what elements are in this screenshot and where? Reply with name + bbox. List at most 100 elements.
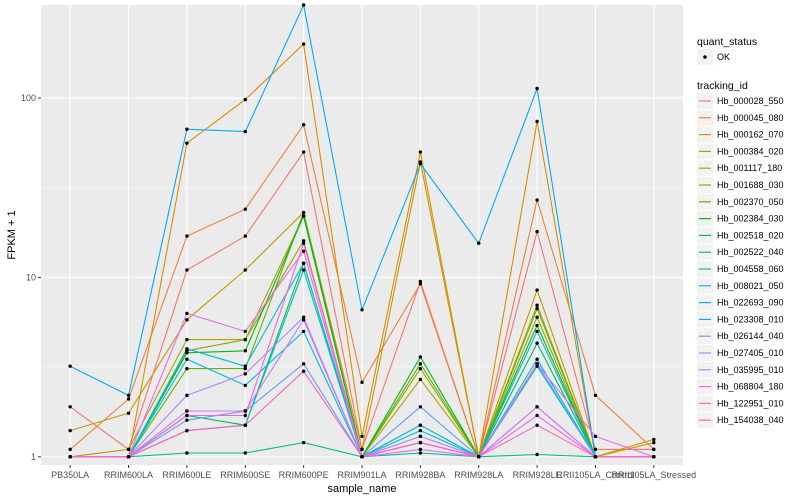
line-legend-label-2: Hb_000162_070 bbox=[717, 130, 784, 140]
data-point-Hb_000384_020-5 bbox=[360, 447, 364, 452]
data-point-Hb_068804_180-9 bbox=[593, 434, 598, 439]
data-point-Hb_154038_040-7 bbox=[477, 455, 481, 459]
data-point-Hb_022693_090-6 bbox=[418, 423, 423, 427]
data-point-Hb_000045_080-8 bbox=[535, 198, 539, 202]
line-legend-label-9: Hb_002522_040 bbox=[717, 247, 784, 257]
data-point-Hb_000162_070-5 bbox=[360, 434, 364, 439]
data-points bbox=[68, 3, 656, 459]
data-point-Hb_000028_550-2 bbox=[185, 268, 189, 272]
data-point-Hb_026144_040-6 bbox=[418, 405, 423, 409]
data-point-Hb_001688_030-3 bbox=[243, 337, 247, 342]
y-axis-title: FPKM + 1 bbox=[6, 210, 18, 259]
data-point-Hb_000384_020-1 bbox=[126, 411, 131, 415]
line-legend-label-4: Hb_001117_180 bbox=[717, 163, 782, 173]
line-legend-label-14: Hb_026144_040 bbox=[717, 331, 784, 341]
x-tick-label-7: RRIM928LA bbox=[454, 470, 503, 480]
line-legend-label-11: Hb_008021_050 bbox=[717, 281, 784, 291]
data-point-Hb_000028_550-6 bbox=[418, 279, 423, 284]
line-legend-label-17: Hb_068804_180 bbox=[717, 382, 784, 392]
data-point-Hb_154038_040-10 bbox=[652, 455, 656, 459]
data-point-Hb_002522_040-8 bbox=[535, 452, 539, 457]
data-point-Hb_001688_030-6 bbox=[418, 366, 423, 371]
data-point-Hb_154038_040-2 bbox=[185, 428, 189, 433]
data-point-Hb_002384_030-3 bbox=[243, 349, 247, 353]
legend-title-quant-status: quant_status bbox=[697, 36, 757, 48]
data-point-Hb_026144_040-4 bbox=[301, 362, 306, 366]
data-point-Hb_023308_010-5 bbox=[360, 308, 364, 312]
data-point-Hb_000162_070-8 bbox=[535, 119, 539, 124]
data-point-Hb_000162_070-2 bbox=[185, 141, 189, 145]
data-point-Hb_068804_180-6 bbox=[418, 447, 423, 452]
point-legend-label-0: OK bbox=[717, 52, 730, 62]
data-point-Hb_122951_010-4 bbox=[301, 241, 306, 245]
data-point-Hb_000384_020-2 bbox=[185, 318, 189, 322]
data-point-Hb_022693_090-3 bbox=[243, 383, 247, 388]
line-legend-label-6: Hb_002370_050 bbox=[717, 197, 784, 207]
data-point-Hb_002518_020-8 bbox=[535, 341, 539, 345]
legend: quant_status OK tracking_id Hb_000028_55… bbox=[697, 36, 784, 429]
x-tick-label-10: RRII105LA_Stressed bbox=[612, 470, 697, 480]
data-point-Hb_000162_070-4 bbox=[301, 42, 306, 46]
data-point-Hb_002370_050-4 bbox=[301, 210, 306, 215]
data-point-Hb_154038_040-3 bbox=[243, 423, 247, 427]
data-point-Hb_000028_550-4 bbox=[301, 150, 306, 154]
data-point-Hb_154038_040-0 bbox=[68, 455, 72, 459]
data-point-Hb_000028_550-3 bbox=[243, 234, 247, 238]
data-point-Hb_002370_050-2 bbox=[185, 366, 189, 371]
data-point-Hb_000162_070-6 bbox=[418, 150, 423, 154]
line-legend-label-18: Hb_122951_010 bbox=[717, 398, 784, 408]
data-point-Hb_068804_180-2 bbox=[185, 311, 189, 316]
data-point-Hb_000045_080-3 bbox=[243, 207, 247, 211]
data-point-Hb_023308_010-2 bbox=[185, 127, 189, 131]
x-tick-label-5: RRIM901LA bbox=[337, 470, 386, 480]
x-tick-label-3: RRIM600SE bbox=[220, 470, 270, 480]
data-point-Hb_027405_010-2 bbox=[185, 393, 189, 398]
line-legend-label-16: Hb_035995_010 bbox=[717, 365, 784, 375]
data-point-Hb_002522_040-3 bbox=[243, 451, 247, 455]
line-legend-label-7: Hb_002384_030 bbox=[717, 214, 784, 224]
data-point-Hb_022693_090-8 bbox=[535, 357, 539, 361]
y-tick-label-0: 1 bbox=[31, 452, 36, 462]
x-tick-label-0: PB350LA bbox=[51, 470, 89, 480]
point-legend-marker-0 bbox=[703, 55, 707, 59]
line-legend-label-8: Hb_002518_020 bbox=[717, 230, 784, 240]
data-point-Hb_068804_180-3 bbox=[243, 329, 247, 334]
data-point-Hb_023308_010-4 bbox=[301, 3, 306, 7]
data-point-Hb_023308_010-7 bbox=[477, 241, 481, 245]
data-point-Hb_027405_010-4 bbox=[301, 315, 306, 319]
x-tick-label-8: RRIM928LE bbox=[513, 470, 562, 480]
data-point-Hb_004558_060-8 bbox=[535, 364, 539, 368]
data-point-Hb_154038_040-4 bbox=[301, 369, 306, 373]
data-point-Hb_154038_040-6 bbox=[418, 440, 423, 445]
data-point-Hb_035995_010-3 bbox=[243, 409, 247, 413]
data-point-Hb_004558_060-4 bbox=[301, 268, 306, 272]
data-point-Hb_002370_050-8 bbox=[535, 306, 539, 311]
data-point-Hb_022693_090-2 bbox=[185, 357, 189, 361]
x-tick-label-4: RRIM600PE bbox=[279, 470, 329, 480]
x-tick-labels: PB350LA RRIM600LA RRIM600LE RRIM600SE RRIM60… bbox=[51, 465, 696, 480]
data-point-Hb_001117_180-6 bbox=[418, 377, 423, 382]
data-point-Hb_027405_010-3 bbox=[243, 372, 247, 376]
line-legend-entries: Hb_000028_550 Hb_000045_080 Hb_000162_070 H… bbox=[697, 93, 784, 429]
data-point-Hb_122951_010-8 bbox=[535, 413, 539, 418]
data-point-Hb_002384_030-2 bbox=[185, 351, 189, 355]
line-legend-label-10: Hb_004558_060 bbox=[717, 264, 784, 274]
data-point-Hb_001117_180-1 bbox=[126, 447, 131, 452]
x-axis-title: sample_name bbox=[327, 483, 396, 495]
data-point-Hb_008021_050-6 bbox=[418, 428, 423, 433]
y-tick-labels: 1 10 100 bbox=[21, 93, 41, 462]
data-point-Hb_000045_080-1 bbox=[126, 397, 131, 401]
data-point-Hb_154038_040-8 bbox=[535, 423, 539, 427]
data-point-Hb_000028_550-8 bbox=[535, 229, 539, 234]
data-point-Hb_023308_010-0 bbox=[68, 364, 72, 368]
data-point-Hb_001688_030-8 bbox=[535, 315, 539, 319]
line-legend-label-0: Hb_000028_550 bbox=[717, 96, 784, 106]
data-point-Hb_002384_030-8 bbox=[535, 323, 539, 328]
data-point-Hb_001117_180-8 bbox=[535, 303, 539, 307]
data-point-Hb_023308_010-6 bbox=[418, 162, 423, 166]
data-point-Hb_154038_040-1 bbox=[126, 455, 131, 459]
data-point-Hb_023308_010-8 bbox=[535, 86, 539, 91]
data-point-Hb_154038_040-9 bbox=[593, 455, 598, 459]
line-legend-label-13: Hb_023308_010 bbox=[717, 314, 784, 324]
point-legend-entries: OK bbox=[697, 49, 730, 65]
